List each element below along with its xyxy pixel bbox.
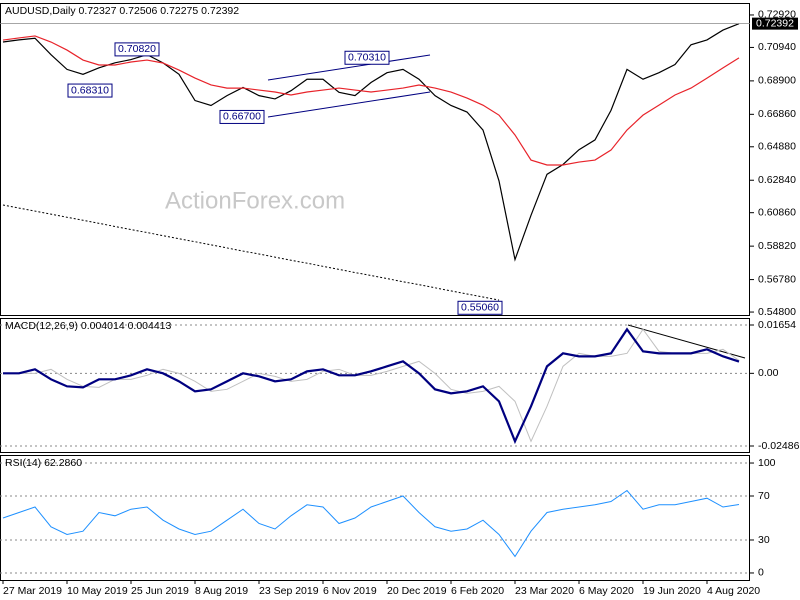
annotation-label: 0.70820 [118, 43, 156, 55]
last-price-box [752, 17, 798, 30]
annotation-box [114, 42, 160, 57]
x-tick-label: 6 Nov 2019 [323, 585, 377, 597]
y-tick-label: 100 [758, 457, 776, 469]
panel-header: RSI(14) 62.2860 [5, 457, 82, 469]
series-line [3, 327, 740, 445]
y-tick-label: 0.64880 [758, 141, 796, 153]
panel-frame [0, 318, 750, 453]
y-tick-label: 0.66860 [758, 108, 796, 120]
panel-header: MACD(12,26,9) 0.004014 0.004413 [5, 320, 172, 332]
y-tick-label: 0.56780 [758, 273, 796, 285]
y-tick-label: 0.58820 [758, 240, 796, 252]
x-tick-label: 8 Aug 2019 [195, 585, 248, 597]
series-line [2, 489, 740, 558]
y-tick-label: 30 [758, 534, 770, 546]
panel-header: AUDUSD,Daily 0.72327 0.72506 0.72275 0.7… [5, 5, 239, 17]
y-tick-label: 0.60860 [758, 206, 796, 218]
panel-frame [0, 3, 750, 316]
series-line [2, 35, 740, 166]
y-tick-label: -0.02486 [758, 440, 800, 452]
x-tick-label: 6 May 2020 [579, 585, 634, 597]
series-line [2, 23, 740, 262]
channel-lower [267, 91, 431, 118]
x-tick-label: 4 Aug 2020 [707, 585, 760, 597]
series-line [2, 204, 500, 301]
panel-frame [0, 455, 750, 581]
x-tick-label: 19 Jun 2020 [643, 585, 701, 597]
x-tick-label: 23 Sep 2019 [259, 585, 319, 597]
y-tick-label: 0.68900 [758, 75, 796, 87]
y-tick-label: 0.00 [758, 367, 779, 379]
x-tick-label: 23 Mar 2020 [515, 585, 574, 597]
annotation-label: 0.55060 [461, 302, 499, 314]
x-tick-label: 6 Feb 2020 [451, 585, 504, 597]
annotation-box [67, 83, 113, 98]
y-tick-label: 0 [758, 567, 764, 579]
macd-trendline [627, 324, 746, 359]
y-tick-label: 0.54800 [758, 306, 796, 318]
y-tick-label: 0.70940 [758, 41, 796, 53]
watermark: ActionForex.com [165, 187, 345, 214]
x-tick-label: 10 May 2019 [67, 585, 128, 597]
x-tick-label: 27 Mar 2019 [3, 585, 62, 597]
annotation-box [219, 109, 265, 124]
channel-upper [267, 54, 431, 81]
last-price-label: 0.72392 [756, 17, 794, 29]
annotation-box [457, 300, 503, 315]
x-tick-label: 25 Jun 2019 [131, 585, 189, 597]
y-tick-label: 0.01654 [758, 319, 796, 331]
x-tick-label: 20 Dec 2019 [387, 585, 447, 597]
annotation-label: 0.66700 [223, 111, 261, 123]
series-line [3, 328, 740, 443]
y-tick-label: 70 [758, 490, 770, 502]
annotation-label: 0.70310 [348, 52, 386, 64]
annotation-label: 0.68310 [71, 84, 109, 96]
annotation-box [344, 50, 390, 65]
y-tick-label: 0.62840 [758, 174, 796, 186]
